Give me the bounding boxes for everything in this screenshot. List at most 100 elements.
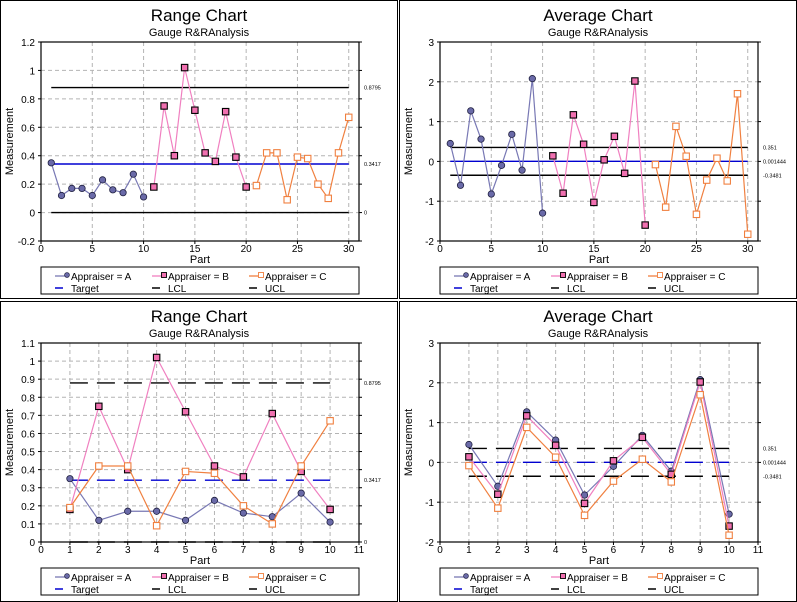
data-point-appraiser-a: [538, 209, 547, 217]
series-line-appraiser-c: [468, 392, 730, 536]
x-tick-label: 7: [640, 545, 646, 556]
chart-title: Average Chart: [543, 307, 653, 326]
data-point-appraiser-c: [239, 502, 248, 510]
data-point-appraiser-b: [641, 221, 649, 229]
legend-item-label: UCL: [664, 585, 684, 596]
x-tick-label: 1: [466, 545, 472, 556]
y-tick-label: 1: [29, 66, 35, 77]
y-tick-label: 0.5: [21, 448, 35, 459]
data-point-appraiser-c: [297, 462, 305, 470]
data-point-appraiser-c: [273, 149, 281, 157]
series-line-appraiser-b: [69, 355, 331, 510]
ucl-value-label: 0.351: [763, 145, 777, 151]
y-tick-label: 0.6: [21, 429, 35, 440]
ucl-value-label: 0.8795: [364, 381, 381, 387]
chart-panel-average-by-part: Average Chart Gauge R&RAnalysis 0 1 2 3 4 5 6 7 8 9…: [399, 301, 797, 602]
legend: Appraiser = A Appraiser = B Appraiser = C T…: [40, 567, 360, 596]
data-point-appraiser-c: [465, 461, 473, 470]
data-point-appraiser-a: [297, 489, 305, 497]
data-point-appraiser-b: [191, 106, 199, 114]
data-point-appraiser-a: [119, 189, 127, 197]
data-point-appraiser-c: [334, 149, 343, 157]
chart-panel-average-by-run: Average Chart Gauge R&RAnalysis 0 5 10 15 20 25…: [399, 0, 797, 299]
legend-box: [40, 567, 360, 596]
x-axis-label: Part: [190, 555, 210, 567]
x-tick-label: 9: [697, 545, 703, 556]
data-point-appraiser-a: [497, 161, 506, 169]
data-point-appraiser-a: [78, 184, 86, 193]
data-point-appraiser-c: [580, 511, 589, 520]
y-tick-label: 0.8: [21, 393, 35, 404]
y-tick-label: 0.8: [21, 95, 35, 106]
data-point-appraiser-c: [494, 504, 502, 512]
y-tick-label: 1: [29, 357, 35, 368]
legend-swatch-marker: [64, 272, 70, 278]
ucl-value-label: 0.351: [763, 446, 777, 452]
x-tick-label: 10: [724, 545, 736, 556]
data-point-appraiser-b: [600, 156, 608, 164]
data-point-appraiser-b: [232, 153, 240, 161]
x-axis-label: Part: [190, 254, 210, 266]
data-point-appraiser-a: [98, 176, 107, 184]
data-point-appraiser-c: [95, 462, 103, 470]
legend-swatch-marker: [161, 272, 167, 278]
data-point-appraiser-a: [508, 130, 516, 138]
legend-item-label: Appraiser = B: [168, 573, 229, 584]
x-tick-label: 6: [611, 545, 617, 556]
legend: Appraiser = A Appraiser = B Appraiser = C T…: [40, 266, 360, 295]
legend-item-label: Appraiser = C: [265, 573, 326, 584]
x-tick-label: 4: [154, 545, 160, 556]
x-tick-label: 10: [138, 244, 150, 255]
x-tick-label: 25: [292, 244, 304, 255]
legend-item-label: Target: [470, 585, 498, 596]
data-point-appraiser-c: [672, 122, 680, 131]
data-point-appraiser-a: [465, 440, 473, 449]
data-point-appraiser-a: [57, 191, 66, 200]
data-point-appraiser-c: [262, 149, 271, 157]
data-point-appraiser-a: [129, 170, 137, 178]
y-tick-label: 0.1: [21, 520, 35, 531]
y-tick-label: 0.9: [21, 375, 35, 386]
data-point-appraiser-b: [268, 409, 277, 418]
series-line-appraiser-b: [552, 80, 646, 226]
y-tick-label: -1: [425, 197, 434, 208]
y-tick-label: 3: [428, 339, 434, 350]
target-value-label: 0.3417: [364, 162, 381, 168]
data-point-appraiser-b: [696, 378, 704, 386]
y-tick-label: 0.4: [21, 152, 35, 163]
data-point-appraiser-b: [201, 149, 209, 157]
data-point-appraiser-c: [667, 478, 676, 486]
data-point-appraiser-b: [559, 189, 567, 197]
legend-swatch-marker: [463, 272, 469, 278]
data-point-appraiser-a: [456, 181, 465, 189]
data-point-appraiser-c: [696, 390, 704, 399]
data-point-appraiser-b: [522, 412, 531, 420]
target-value-label: 0.001444: [763, 159, 786, 165]
data-point-appraiser-c: [123, 462, 132, 470]
data-point-appraiser-c: [268, 520, 277, 528]
data-point-appraiser-c: [733, 89, 742, 98]
y-tick-label: 0: [428, 157, 434, 168]
legend-item-label: Appraiser = C: [265, 272, 326, 283]
x-tick-label: 0: [38, 244, 44, 255]
legend-box: [439, 266, 759, 295]
data-point-appraiser-a: [477, 135, 485, 143]
plot-frame: [40, 41, 360, 242]
chart-subtitle: Gauge R&RAnalysis: [149, 27, 250, 39]
data-point-appraiser-c: [181, 467, 190, 476]
data-point-appraiser-b: [152, 353, 161, 362]
legend-item-label: Appraiser = A: [71, 573, 132, 584]
data-point-appraiser-c: [252, 181, 261, 190]
data-point-appraiser-c: [152, 521, 161, 530]
legend-item-label: LCL: [168, 284, 187, 295]
legend-swatch-marker: [258, 573, 264, 579]
chart-subtitle: Gauge R&RAnalysis: [149, 328, 250, 340]
data-point-appraiser-a: [446, 139, 454, 148]
x-tick-label: 5: [582, 545, 588, 556]
grid-lines: [41, 42, 359, 241]
legend-item-label: Target: [71, 585, 99, 596]
legend-item-label: LCL: [567, 284, 586, 295]
legend-swatch-marker: [463, 573, 469, 579]
lcl-value-label: 0: [364, 211, 367, 217]
